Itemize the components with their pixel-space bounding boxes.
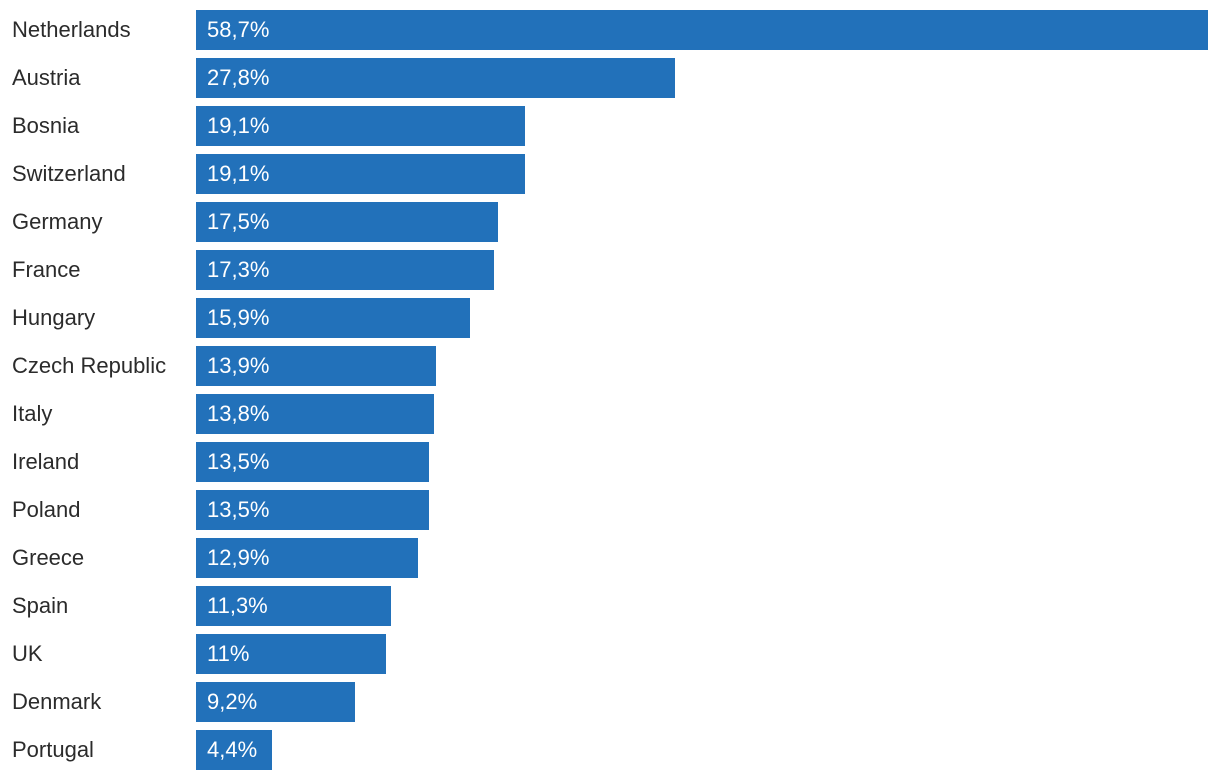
category-label: Poland: [12, 497, 81, 522]
category-label: Spain: [12, 593, 69, 618]
bar-value-label: 11%: [207, 641, 250, 666]
category-label: Ireland: [12, 449, 80, 474]
bar-value-label: 13,5%: [207, 449, 270, 474]
bar-value-label: 17,3%: [207, 257, 270, 282]
bar-value-label: 13,8%: [207, 401, 270, 426]
bar-value-label: 13,5%: [207, 497, 270, 522]
bar: [196, 682, 355, 722]
category-label: Germany: [12, 209, 103, 234]
bar: [196, 490, 429, 530]
bar-value-label: 11,3%: [207, 593, 268, 618]
bar: [196, 202, 498, 242]
bar-value-label: 12,9%: [207, 545, 270, 570]
bar: [196, 346, 436, 386]
category-label: Hungary: [12, 305, 96, 330]
bar-value-label: 13,9%: [207, 353, 270, 378]
bar: [196, 730, 272, 770]
bar: [196, 586, 391, 626]
bar-value-label: 17,5%: [207, 209, 270, 234]
bar: [196, 394, 434, 434]
bar-value-label: 58,7%: [207, 17, 270, 42]
bar: [196, 106, 525, 146]
bar-value-label: 19,1%: [207, 161, 270, 186]
category-label: Greece: [12, 545, 85, 570]
category-label: Bosnia: [12, 113, 80, 138]
bar-value-label: 19,1%: [207, 113, 270, 138]
category-label: Switzerland: [12, 161, 126, 186]
category-label: Czech Republic: [12, 353, 167, 378]
category-label: UK: [12, 641, 43, 666]
category-label: Italy: [12, 401, 53, 426]
bar-value-label: 27,8%: [207, 65, 270, 90]
category-label: Netherlands: [12, 17, 131, 42]
category-label: France: [12, 257, 81, 282]
bar: [196, 250, 494, 290]
category-label: Denmark: [12, 689, 102, 714]
bar: [196, 442, 429, 482]
bar-value-label: 4,4%: [207, 737, 258, 762]
category-label: Portugal: [12, 737, 94, 762]
bar-value-label: 9,2%: [207, 689, 258, 714]
bar: [196, 634, 386, 674]
bar: [196, 298, 470, 338]
bar-value-label: 15,9%: [207, 305, 270, 330]
bar: [196, 10, 1208, 50]
bar: [196, 154, 525, 194]
category-label: Austria: [12, 65, 81, 90]
bar: [196, 538, 418, 578]
bar: [196, 58, 675, 98]
